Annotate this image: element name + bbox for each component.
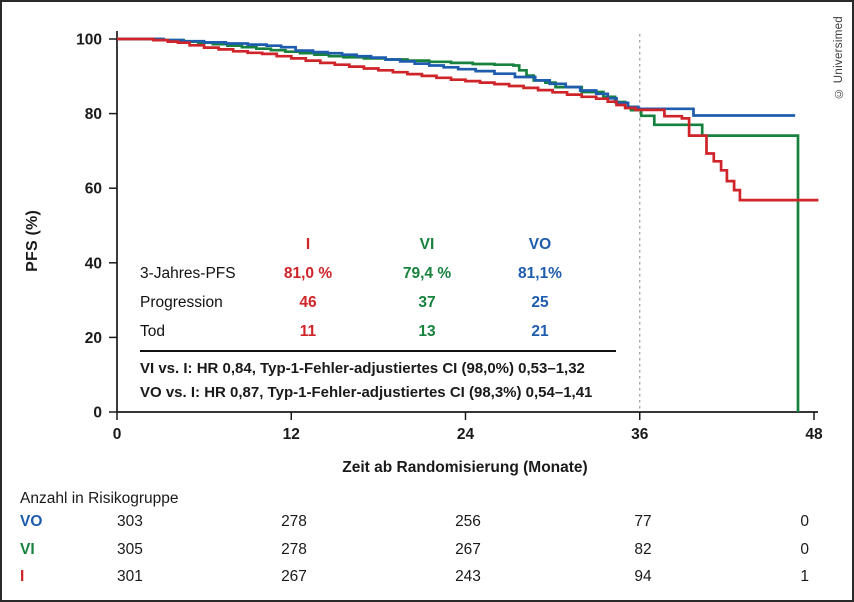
hr-line-vi-vs-i: VI vs. I: HR 0,84, Typ-1-Fehler-adjustie… — [140, 360, 585, 377]
stats-tod-vi: 13 — [418, 322, 436, 340]
risk-vo-m48: 0 — [800, 513, 809, 530]
stats-header-arm-i: I — [305, 235, 311, 253]
risk-vi-m0: 305 — [117, 541, 143, 558]
risk-table-title: Anzahl in Risikogruppe — [20, 490, 179, 507]
stats-progression-vi: 37 — [418, 293, 436, 311]
stats-row-label-progression: Progression — [140, 293, 223, 311]
svg-text:20: 20 — [85, 330, 102, 347]
risk-row-label-vi: VI — [20, 541, 35, 558]
y-axis-label: PFS (%) — [24, 210, 41, 272]
km-curve-i — [117, 37, 819, 202]
risk-row-i: I 301 267 243 94 1 — [2, 568, 852, 590]
chart-axes — [109, 31, 818, 420]
risk-row-vi: VI 305 278 267 82 0 — [2, 541, 852, 563]
risk-i-m48: 1 — [800, 568, 809, 585]
x-axis-label: Zeit ab Randomisierung (Monate) — [342, 459, 588, 476]
risk-vo-m24: 256 — [455, 513, 481, 530]
risk-i-m24: 243 — [455, 568, 481, 585]
stats-header-arm-vi: VI — [419, 235, 435, 253]
risk-vo-m0: 303 — [117, 513, 143, 530]
svg-text:100: 100 — [76, 32, 102, 49]
copyright-note: © Universimed — [833, 16, 845, 100]
stats-3y-pfs-vi: 79,4 % — [402, 264, 452, 282]
svg-text:36: 36 — [631, 426, 649, 443]
hazard-ratio-footnotes: VI vs. I: HR 0,84, Typ-1-Fehler-adjustie… — [140, 350, 616, 405]
risk-vi-m36: 82 — [634, 541, 652, 558]
risk-i-m12: 267 — [281, 568, 307, 585]
svg-text:40: 40 — [85, 255, 102, 272]
risk-vo-m12: 278 — [281, 513, 307, 530]
risk-vi-m24: 267 — [455, 541, 481, 558]
risk-vi-m12: 278 — [281, 541, 307, 558]
statistics-table: I VI VO 3-Jahres-PFS 81,0 % 79,4 % 81,1%… — [140, 230, 616, 405]
stats-tod-i: 11 — [299, 322, 317, 340]
risk-vo-m36: 77 — [634, 513, 652, 530]
svg-text:24: 24 — [457, 426, 475, 443]
svg-text:80: 80 — [85, 106, 102, 123]
stats-header-arm-vo: VO — [528, 235, 552, 253]
km-curves — [117, 37, 819, 412]
svg-text:0: 0 — [93, 405, 102, 422]
hr-line-vo-vs-i: VO vs. I: HR 0,87, Typ-1-Fehler-adjustie… — [140, 384, 593, 401]
stats-row-label-3y-pfs: 3-Jahres-PFS — [140, 264, 236, 282]
risk-row-label-i: I — [20, 568, 25, 585]
stats-row-label-tod: Tod — [140, 322, 165, 340]
svg-text:60: 60 — [85, 181, 102, 198]
risk-i-m36: 94 — [634, 568, 652, 585]
risk-row-vo: VO 303 278 256 77 0 — [2, 513, 852, 535]
svg-text:0: 0 — [113, 426, 122, 443]
stats-3y-pfs-vo: 81,1% — [518, 264, 562, 282]
risk-vi-m48: 0 — [800, 541, 809, 558]
stats-3y-pfs-i: 81,0 % — [283, 264, 333, 282]
stats-tod-vo: 21 — [531, 322, 549, 340]
svg-text:12: 12 — [283, 426, 300, 443]
risk-row-label-vo: VO — [20, 513, 43, 530]
risk-i-m0: 301 — [117, 568, 143, 585]
stats-progression-i: 46 — [299, 293, 317, 311]
axis-tick-labels: 0 20 40 60 80 100 0 12 24 36 48 — [76, 32, 823, 444]
svg-text:48: 48 — [805, 426, 823, 443]
km-curve-vo — [117, 37, 796, 117]
stats-progression-vo: 25 — [531, 293, 549, 311]
